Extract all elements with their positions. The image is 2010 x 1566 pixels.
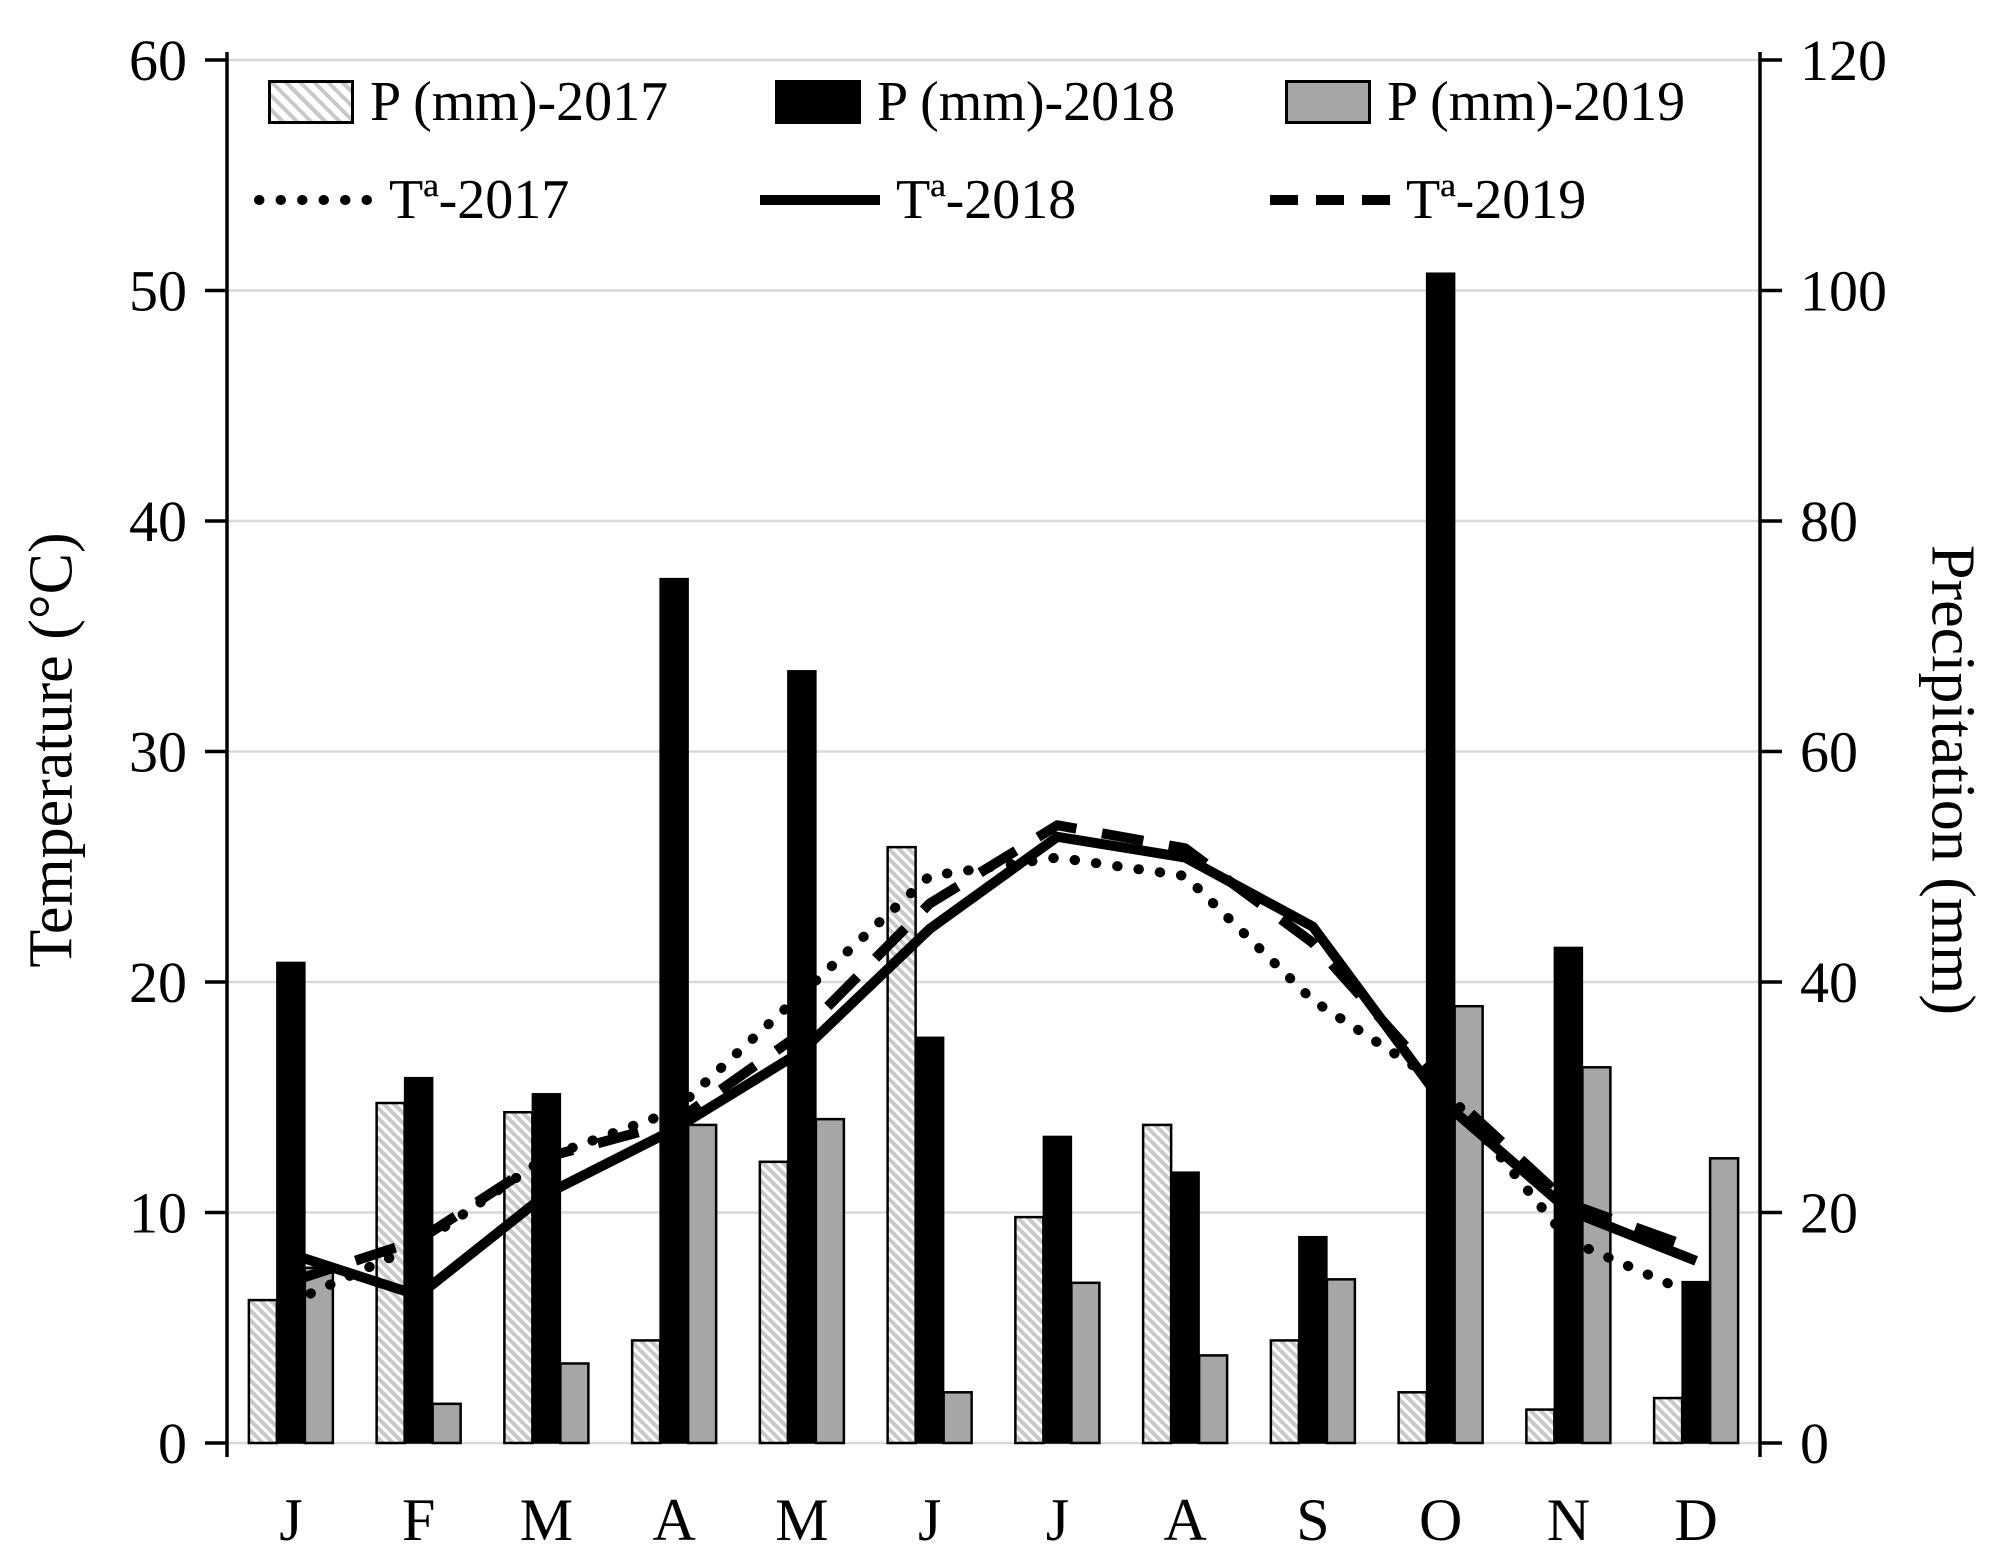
bar-2018-F2: [403, 1076, 434, 1444]
legend-item-t-2019: Tª-2019: [1270, 169, 1587, 231]
month-label-J6: J: [918, 1487, 941, 1553]
legend-label: P (mm)-2018: [877, 71, 1176, 133]
bar-2017-O10: [1397, 1391, 1428, 1445]
bar-2017-N11: [1525, 1408, 1556, 1445]
bar-2018-J1: [276, 961, 306, 1444]
left-tick-label-50: 50: [129, 259, 187, 324]
left-tick-label-40: 40: [129, 489, 187, 554]
bar-2018-A8: [1170, 1171, 1200, 1444]
right-axis-title: Precipitation (mm): [1918, 544, 1987, 1016]
right-tick-label-120: 120: [1800, 28, 1887, 93]
line-T-2018: [289, 831, 1698, 1301]
dashed-line-swatch: [1270, 195, 1390, 205]
dotted-line-swatch: [254, 195, 373, 205]
legend-label: Tª-2019: [1406, 169, 1587, 231]
month-label-S9: S: [1296, 1487, 1329, 1553]
right-tick-label-20: 20: [1800, 1181, 1858, 1246]
hatched-bar-swatch: [268, 80, 354, 124]
legend-label: Tª-2017: [389, 169, 570, 231]
gray-bar-swatch: [1285, 80, 1371, 124]
left-tick-label-0: 0: [158, 1411, 187, 1476]
bar-2018-J6: [914, 1036, 945, 1444]
bar-2019-J6: [942, 1391, 973, 1445]
legend-label: P (mm)-2017: [370, 71, 669, 133]
bar-2019-M5: [814, 1117, 846, 1445]
left-tick-label-20: 20: [129, 950, 187, 1015]
bar-2019-O10: [1453, 1004, 1484, 1445]
bar-2019-D12: [1708, 1157, 1740, 1445]
month-label-M3: M: [520, 1487, 573, 1553]
bar-2017-J1: [247, 1298, 279, 1445]
right-tick-label-80: 80: [1800, 489, 1858, 554]
bar-2017-F2: [375, 1101, 406, 1445]
legend-item-p-2018: P (mm)-2018: [775, 71, 1176, 133]
right-tick-label-60: 60: [1800, 720, 1858, 785]
bar-2017-M3: [503, 1110, 534, 1445]
bar-2019-F2: [431, 1402, 462, 1445]
month-label-A8: A: [1163, 1487, 1206, 1553]
left-tick-label-10: 10: [129, 1181, 187, 1246]
month-label-J7: J: [1046, 1487, 1069, 1553]
left-axis-title: Temperature (°C): [17, 532, 86, 968]
legend-label: P (mm)-2019: [1387, 71, 1686, 133]
legend-item-p-2019: P (mm)-2019: [1285, 71, 1686, 133]
bar-2017-A8: [1141, 1123, 1173, 1445]
solid-line-swatch: [760, 195, 880, 205]
bar-2017-M5: [758, 1160, 790, 1445]
month-label-N11: N: [1547, 1487, 1590, 1553]
legend-item-t-2017: Tª-2017: [253, 169, 570, 231]
left-tick-label-60: 60: [129, 28, 187, 93]
month-label-J1: J: [279, 1487, 302, 1553]
left-tick-label-30: 30: [129, 720, 187, 785]
right-tick-label-100: 100: [1800, 259, 1887, 324]
legend-item-p-2017: P (mm)-2017: [268, 71, 669, 133]
bar-2019-M3: [559, 1362, 590, 1445]
bar-2018-S9: [1298, 1235, 1328, 1444]
bar-2018-A4: [659, 577, 689, 1444]
bar-2018-M3: [531, 1093, 562, 1444]
bar-2018-N11: [1553, 946, 1584, 1444]
month-label-M5: M: [775, 1487, 828, 1553]
line-T-2019: [289, 820, 1698, 1287]
month-label-A4: A: [652, 1487, 695, 1553]
bar-2018-O10: [1425, 272, 1456, 1444]
right-tick-label-40: 40: [1800, 950, 1858, 1015]
legend-item-t-2018: Tª-2018: [760, 169, 1077, 231]
legend-label: Tª-2018: [896, 169, 1077, 231]
month-label-D12: D: [1674, 1487, 1717, 1553]
bar-2019-A8: [1197, 1354, 1229, 1445]
bar-2017-D12: [1652, 1396, 1684, 1445]
bar-2019-A4: [686, 1123, 718, 1445]
right-tick-label-0: 0: [1800, 1411, 1829, 1476]
month-label-F2: F: [402, 1487, 435, 1553]
bar-2018-J7: [1042, 1135, 1073, 1444]
bar-2019-J7: [1070, 1281, 1101, 1445]
bar-2017-S9: [1269, 1339, 1301, 1445]
bar-2017-A4: [630, 1339, 662, 1445]
month-label-O10: O: [1419, 1487, 1462, 1553]
bar-2017-J7: [1014, 1215, 1045, 1445]
black-bar-swatch: [775, 80, 861, 124]
bar-2018-D12: [1681, 1280, 1711, 1444]
bar-2019-S9: [1325, 1278, 1357, 1445]
